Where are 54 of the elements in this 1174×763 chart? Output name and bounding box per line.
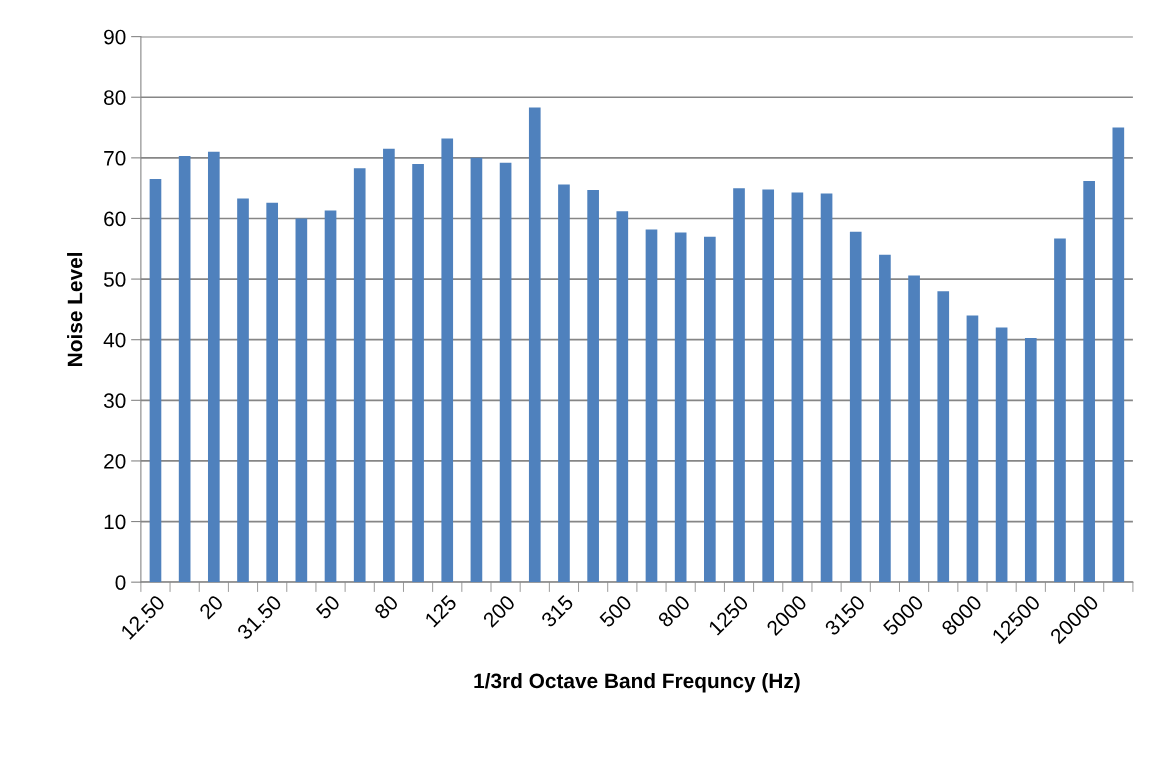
bar (879, 254, 891, 583)
x-tick-label: 80 (373, 594, 400, 620)
bar (616, 211, 629, 583)
y-tick-label: 40 (103, 332, 126, 348)
bar (645, 229, 658, 583)
x-tick-label: 800 (657, 594, 691, 629)
bar (558, 184, 570, 583)
bar (207, 151, 220, 583)
bar (383, 148, 395, 583)
bar (470, 157, 483, 583)
bar (674, 232, 687, 583)
bar (295, 218, 308, 583)
bar (149, 179, 162, 583)
bar (1054, 238, 1066, 583)
bar (412, 163, 424, 583)
bar (324, 210, 337, 583)
bar (820, 193, 833, 583)
bar (441, 138, 454, 583)
bar (937, 291, 950, 583)
bar (266, 202, 279, 583)
bar (353, 168, 366, 583)
y-tick-label: 60 (104, 211, 126, 227)
bar (966, 315, 979, 583)
x-tick-label: 50 (315, 594, 341, 620)
bar (733, 188, 745, 583)
bar (587, 189, 599, 583)
y-tick-label: 90 (104, 29, 126, 45)
y-tick-label: 20 (104, 453, 126, 469)
bar (499, 162, 512, 583)
bar (791, 192, 804, 583)
y-tick-label: 50 (103, 272, 126, 287)
bar (1083, 180, 1095, 583)
x-tick-label: 20 (198, 594, 225, 620)
y-axis-title: Noise Level (67, 252, 83, 366)
x-tick-label: 500 (598, 594, 633, 629)
bar (1024, 337, 1037, 583)
bar (1112, 127, 1125, 583)
bar (849, 231, 862, 583)
y-tick-label: 10 (104, 514, 126, 530)
bar (237, 198, 249, 583)
x-tick-label: 200 (482, 594, 516, 628)
bar (178, 156, 191, 583)
y-tick-label: 70 (104, 150, 126, 166)
x-axis-title: 1/3rd Octave Band Frequncy (Hz) (474, 672, 800, 693)
bar (528, 107, 541, 583)
y-tick-label: 0 (115, 575, 126, 590)
x-tick-label: 315 (540, 594, 575, 629)
bar (762, 189, 775, 583)
x-tick-label: 125 (424, 594, 458, 628)
bar (908, 275, 920, 583)
y-tick-label: 80 (104, 90, 126, 105)
bar (995, 327, 1008, 583)
y-tick-label: 30 (103, 393, 126, 409)
bar (704, 236, 716, 583)
